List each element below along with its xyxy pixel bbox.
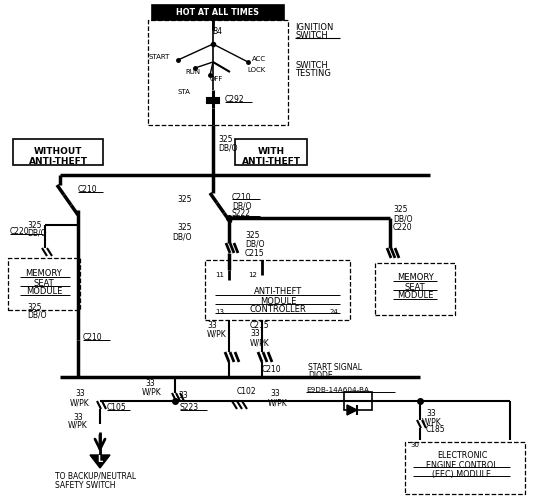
Text: LOCK: LOCK: [247, 67, 265, 73]
Text: DB/O: DB/O: [393, 214, 413, 224]
Text: DB/O: DB/O: [245, 240, 264, 248]
Text: TO BACKUP/NEUTRAL: TO BACKUP/NEUTRAL: [55, 472, 136, 481]
Text: RUN: RUN: [185, 69, 200, 75]
Text: OFF: OFF: [210, 76, 224, 82]
Text: L: L: [98, 455, 102, 464]
Text: 33: 33: [250, 329, 260, 338]
Text: MODULE: MODULE: [26, 288, 62, 297]
Text: 33: 33: [178, 390, 188, 399]
Text: SEAT: SEAT: [34, 278, 54, 288]
Text: DB/O: DB/O: [232, 201, 251, 210]
Text: W/PK: W/PK: [422, 418, 442, 427]
Text: B4: B4: [212, 27, 222, 37]
Bar: [375, 263, 455, 315]
Text: 325: 325: [393, 205, 407, 214]
Text: W/PK: W/PK: [70, 398, 90, 408]
Bar: [344, 392, 372, 410]
Text: C210: C210: [78, 186, 98, 194]
Text: E9DB-14A604-BA: E9DB-14A604-BA: [306, 387, 369, 393]
Text: W/PK: W/PK: [268, 398, 288, 408]
Text: C210: C210: [232, 192, 251, 201]
Text: ACC: ACC: [252, 56, 266, 62]
Text: WITH: WITH: [257, 147, 285, 157]
Bar: [205, 260, 350, 320]
Text: ELECTRONIC: ELECTRONIC: [437, 451, 487, 460]
Bar: [207, 98, 219, 103]
Bar: [405, 442, 525, 494]
Text: SWITCH: SWITCH: [295, 30, 327, 40]
Text: 33: 33: [207, 320, 217, 329]
Text: START SIGNAL: START SIGNAL: [308, 363, 362, 372]
Text: 13: 13: [215, 309, 224, 315]
Text: CONTROLLER: CONTROLLER: [250, 306, 307, 314]
Text: IGNITION: IGNITION: [295, 22, 333, 32]
Text: C102: C102: [237, 387, 257, 396]
Bar: [235, 139, 307, 165]
Text: 325: 325: [27, 221, 41, 230]
Text: STA: STA: [178, 89, 191, 95]
Text: 325: 325: [218, 135, 233, 144]
Text: DB/O: DB/O: [27, 229, 47, 238]
Text: SWITCH: SWITCH: [295, 61, 327, 69]
Text: C105: C105: [107, 404, 126, 413]
Text: 33: 33: [270, 389, 280, 398]
Text: ENGINE CONTROL: ENGINE CONTROL: [426, 460, 498, 470]
Polygon shape: [90, 455, 110, 468]
Text: (EEC) MODULE: (EEC) MODULE: [433, 470, 492, 479]
Text: C292: C292: [225, 96, 244, 105]
Text: HOT AT ALL TIMES: HOT AT ALL TIMES: [176, 8, 259, 17]
Bar: [148, 20, 288, 125]
Text: DB/O: DB/O: [218, 143, 237, 152]
Text: 33: 33: [73, 413, 83, 422]
Text: C210: C210: [262, 366, 281, 374]
Text: 24: 24: [330, 309, 339, 315]
Text: C220: C220: [10, 228, 29, 237]
Bar: [13, 139, 103, 165]
Text: ANTI-THEFT: ANTI-THEFT: [254, 288, 302, 297]
Text: ANTI-THEFT: ANTI-THEFT: [242, 157, 301, 166]
Text: SEAT: SEAT: [405, 283, 425, 292]
Text: WITHOUT: WITHOUT: [34, 147, 82, 157]
Text: 33: 33: [75, 389, 85, 398]
Text: MEMORY: MEMORY: [397, 273, 434, 283]
Text: 12: 12: [248, 272, 257, 278]
Text: 33: 33: [145, 378, 155, 387]
Text: 325: 325: [245, 231, 259, 240]
Text: 325: 325: [177, 195, 192, 204]
Text: START: START: [148, 54, 170, 60]
Text: TESTING: TESTING: [295, 68, 331, 77]
Text: C220: C220: [393, 224, 413, 233]
Text: S223: S223: [180, 404, 199, 413]
Text: 11: 11: [215, 272, 224, 278]
Text: W/PK: W/PK: [207, 329, 227, 338]
Text: C215: C215: [250, 320, 270, 329]
Text: DB/O: DB/O: [27, 310, 47, 319]
Bar: [8, 258, 80, 310]
Text: W/PK: W/PK: [250, 338, 270, 348]
Text: ANTI-THEFT: ANTI-THEFT: [28, 157, 87, 166]
Text: MODULE: MODULE: [397, 292, 433, 301]
Text: C185: C185: [426, 426, 445, 434]
Text: 325: 325: [177, 224, 192, 233]
Text: MODULE: MODULE: [260, 297, 296, 306]
Text: C215: C215: [245, 248, 265, 257]
Polygon shape: [347, 405, 357, 415]
Text: S222: S222: [232, 209, 251, 219]
Text: SAFETY SWITCH: SAFETY SWITCH: [55, 481, 115, 490]
Text: W/PK: W/PK: [142, 387, 162, 396]
Text: C210: C210: [83, 333, 102, 343]
Text: W/PK: W/PK: [68, 421, 88, 430]
Text: DB/O: DB/O: [173, 233, 192, 242]
Text: 325: 325: [27, 303, 41, 311]
Bar: [152, 5, 284, 20]
Text: 33: 33: [426, 409, 436, 418]
Text: DIODE: DIODE: [308, 372, 333, 380]
Text: 30: 30: [410, 442, 419, 448]
Text: MEMORY: MEMORY: [26, 269, 62, 278]
